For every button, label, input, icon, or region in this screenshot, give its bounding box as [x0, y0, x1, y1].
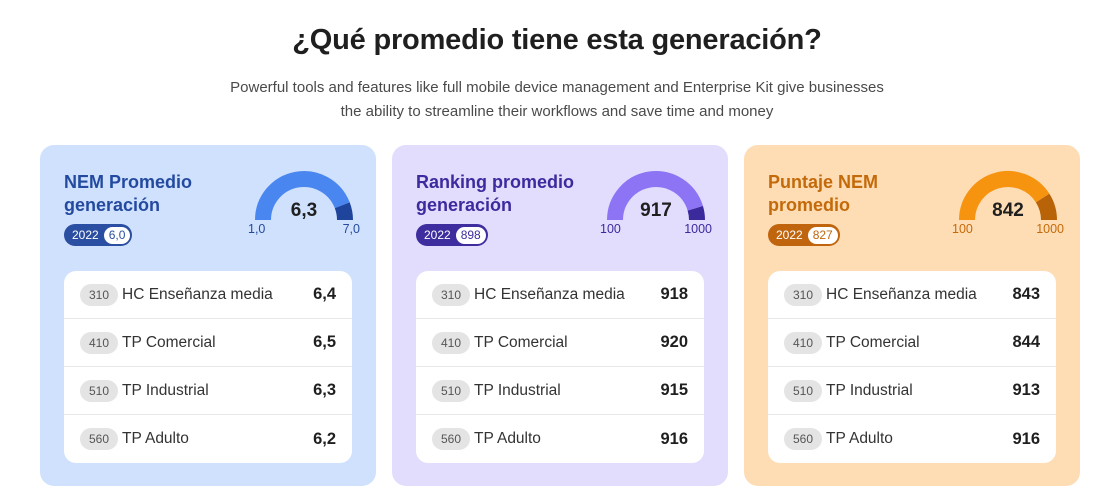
card-ranking-promedio: Ranking promedio generación 2022 898 917…: [392, 145, 728, 486]
gauge-arc: [959, 171, 1057, 221]
code-badge: 310: [784, 283, 822, 306]
row-label: TP Comercial: [122, 333, 216, 351]
code-badge: 510: [80, 379, 118, 402]
page-subtitle: Powerful tools and features like full mo…: [0, 76, 1114, 124]
list-item: 510 TP Industrial 6,3: [64, 367, 352, 415]
year-badge: 2022 6,0: [64, 224, 133, 246]
card-title-line-2: generación: [64, 195, 161, 215]
gauge-fill-arc: [959, 171, 1050, 221]
row-value: 913: [1012, 381, 1040, 399]
year-badge: 2022 898: [416, 224, 488, 246]
code-badge: 510: [432, 379, 470, 402]
list-item: 410 TP Comercial 6,5: [64, 319, 352, 367]
code-badge: 410: [80, 331, 118, 354]
row-value: 6,2: [313, 429, 336, 448]
year-value: 827: [807, 226, 838, 244]
gauge-value: 6,3: [290, 200, 318, 221]
gauge-arc: [255, 171, 353, 221]
card-title: Puntaje NEM promedio: [768, 171, 938, 217]
gauge-min-label: 1,0: [248, 222, 266, 236]
code-badge: 510: [784, 379, 822, 402]
row-label: TP Adulto: [474, 430, 541, 447]
code-badge: 560: [784, 428, 822, 450]
list-item: 560 TP Adulto 916: [768, 415, 1056, 463]
row-value: 920: [660, 333, 688, 351]
card-puntaje-nem: Puntaje NEM promedio 2022 827 842 100 10…: [744, 145, 1080, 486]
row-label: TP Adulto: [826, 430, 893, 447]
list-item: 310 HC Enseñanza media 843: [768, 271, 1056, 319]
row-value: 6,5: [313, 333, 336, 351]
list-item: 410 TP Comercial 844: [768, 319, 1056, 367]
row-label: TP Adulto: [122, 430, 189, 447]
row-label: TP Industrial: [826, 381, 913, 399]
code-badge: 410: [784, 331, 822, 354]
row-label: TP Comercial: [474, 333, 568, 351]
code-badge: 310: [80, 283, 118, 306]
list-item: 310 HC Enseñanza media 6,4: [64, 271, 352, 319]
row-value: 844: [1012, 333, 1040, 351]
card-title-line-1: Ranking promedio: [416, 172, 575, 192]
gauge-value: 917: [640, 200, 672, 221]
list-item: 510 TP Industrial 915: [416, 367, 704, 415]
row-label: TP Industrial: [122, 381, 209, 399]
gauge-value: 842: [992, 200, 1024, 221]
row-label: HC Enseñanza media: [474, 285, 625, 303]
year-value: 898: [455, 226, 486, 244]
gauge-max-label: 7,0: [342, 222, 360, 236]
breakdown-list: 310 HC Enseñanza media 6,4 410 TP Comerc…: [64, 271, 352, 463]
row-value: 6,4: [313, 285, 336, 303]
row-value: 6,3: [313, 381, 336, 399]
code-badge: 310: [432, 283, 470, 306]
row-label: TP Industrial: [474, 381, 561, 399]
gauge: 917 100 1000: [596, 165, 716, 243]
card-title-line-1: NEM Promedio: [64, 172, 193, 192]
list-item: 510 TP Industrial 913: [768, 367, 1056, 415]
card-title: Ranking promedio generación: [416, 171, 586, 217]
row-value: 916: [660, 429, 688, 448]
gauge-arc: [607, 171, 706, 221]
year-label: 2022: [424, 228, 451, 242]
gauge-min-label: 100: [600, 222, 621, 236]
card-title-line-1: Puntaje NEM: [768, 172, 879, 192]
year-label: 2022: [776, 228, 803, 242]
card-nem-promedio: NEM Promedio generación 2022 6,0 6,3 1,0…: [40, 145, 376, 486]
year-label: 2022: [72, 228, 99, 242]
gauge-max-label: 1000: [1036, 222, 1064, 236]
subtitle-line-2: the ability to streamline their workflow…: [340, 103, 774, 120]
list-item: 310 HC Enseñanza media 918: [416, 271, 704, 319]
code-badge: 560: [432, 428, 470, 450]
gauge-fill-arc: [607, 171, 703, 221]
gauge-fill-arc: [255, 171, 350, 221]
list-item: 560 TP Adulto 6,2: [64, 415, 352, 463]
breakdown-list: 310 HC Enseñanza media 918 410 TP Comerc…: [416, 271, 704, 463]
card-title: NEM Promedio generación: [64, 171, 234, 217]
row-value: 915: [660, 381, 688, 399]
gauge-min-label: 100: [952, 222, 973, 236]
gauge-remainder-arc: [334, 202, 353, 221]
gauge-remainder-arc: [1035, 193, 1057, 221]
page-title: ¿Qué promedio tiene esta generación?: [292, 24, 822, 56]
breakdown-list: 310 HC Enseñanza media 843 410 TP Comerc…: [768, 271, 1056, 463]
year-badge: 2022 827: [768, 224, 840, 246]
card-title-line-2: generación: [416, 195, 513, 215]
gauge-max-label: 1000: [684, 222, 712, 236]
gauge: 6,3 1,0 7,0: [244, 165, 364, 243]
row-value: 916: [1012, 429, 1040, 448]
gauge-remainder-arc: [687, 206, 706, 221]
gauge: 842 100 1000: [948, 165, 1068, 243]
row-value: 843: [1012, 285, 1040, 303]
year-value: 6,0: [103, 226, 131, 244]
card-title-line-2: promedio: [768, 195, 851, 215]
code-badge: 410: [432, 331, 470, 354]
list-item: 410 TP Comercial 920: [416, 319, 704, 367]
row-label: HC Enseñanza media: [826, 285, 977, 303]
row-label: HC Enseñanza media: [122, 285, 273, 303]
list-item: 560 TP Adulto 916: [416, 415, 704, 463]
row-label: TP Comercial: [826, 333, 920, 351]
subtitle-line-1: Powerful tools and features like full mo…: [230, 79, 884, 96]
code-badge: 560: [80, 428, 118, 450]
row-value: 918: [660, 285, 688, 303]
